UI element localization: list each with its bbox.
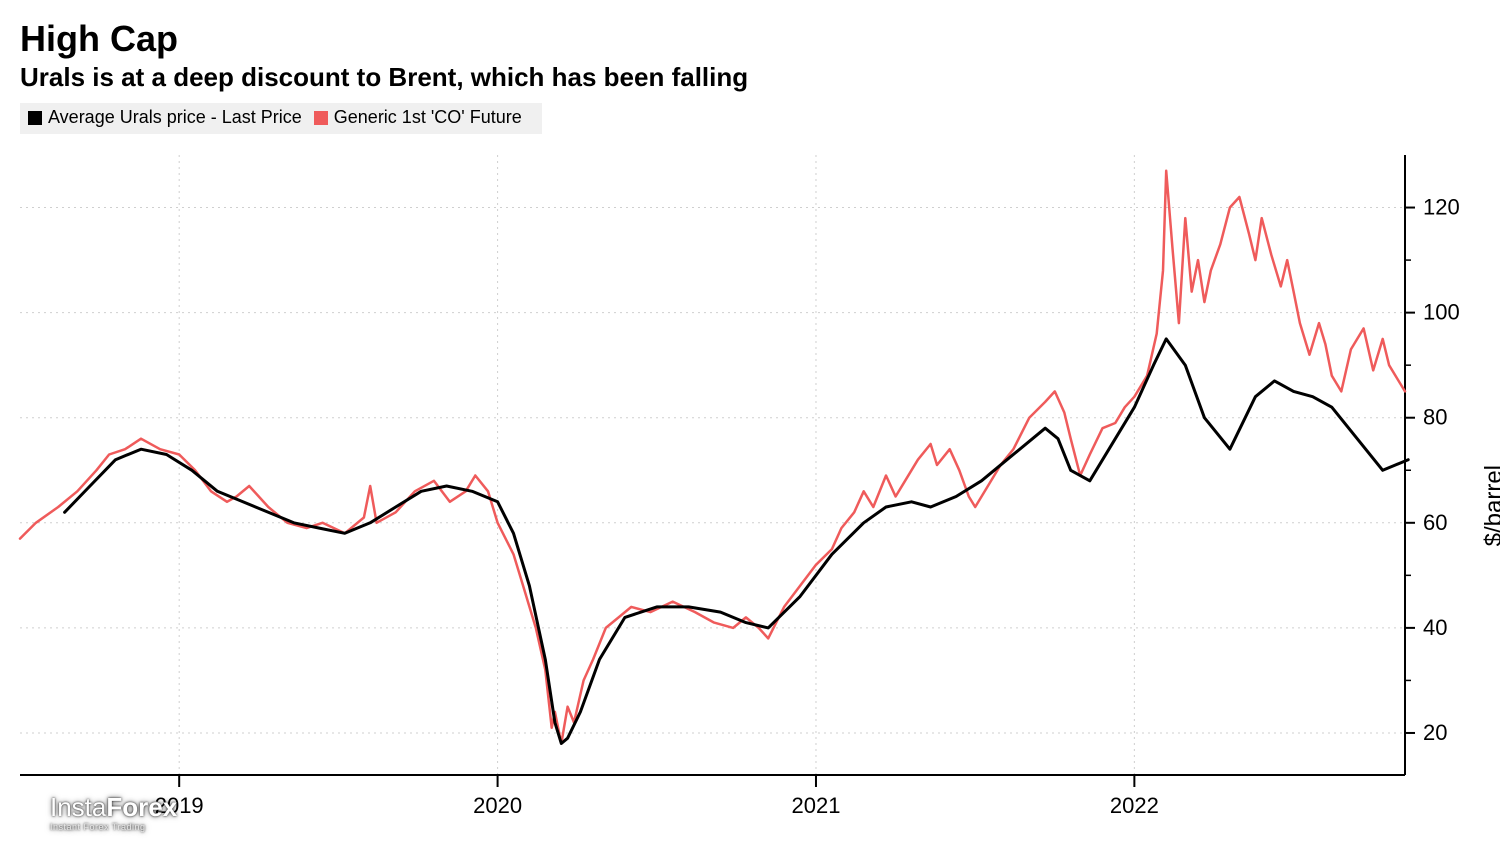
chart-title: High Cap [20,18,1480,60]
series-brent [20,171,1405,744]
y-axis-label: $/barrel [1480,465,1500,546]
legend: Average Urals price - Last Price Generic … [20,103,542,134]
chart-plot-area: 204060801001202019202020212022 [0,155,1500,835]
y-tick-label: 60 [1423,510,1447,535]
y-tick-label: 120 [1423,195,1460,220]
legend-swatch [314,111,328,125]
gear-icon [8,795,44,831]
legend-label: Generic 1st 'CO' Future [334,107,522,128]
y-tick-label: 100 [1423,300,1460,325]
legend-swatch [28,111,42,125]
y-tick-label: 20 [1423,720,1447,745]
y-tick-label: 40 [1423,615,1447,640]
x-tick-label: 2022 [1110,793,1159,818]
watermark: InstaForex Instant Forex Trading [8,794,177,832]
y-tick-label: 80 [1423,405,1447,430]
series-urals [65,339,1409,744]
chart-container: High Cap Urals is at a deep discount to … [0,0,1500,850]
legend-label: Average Urals price - Last Price [48,107,302,128]
watermark-text: InstaForex Instant Forex Trading [50,794,177,832]
chart-svg: 204060801001202019202020212022 [0,155,1500,835]
legend-item: Generic 1st 'CO' Future [314,107,522,128]
legend-item: Average Urals price - Last Price [28,107,302,128]
x-tick-label: 2020 [473,793,522,818]
chart-subtitle: Urals is at a deep discount to Brent, wh… [20,62,1480,93]
x-tick-label: 2021 [792,793,841,818]
